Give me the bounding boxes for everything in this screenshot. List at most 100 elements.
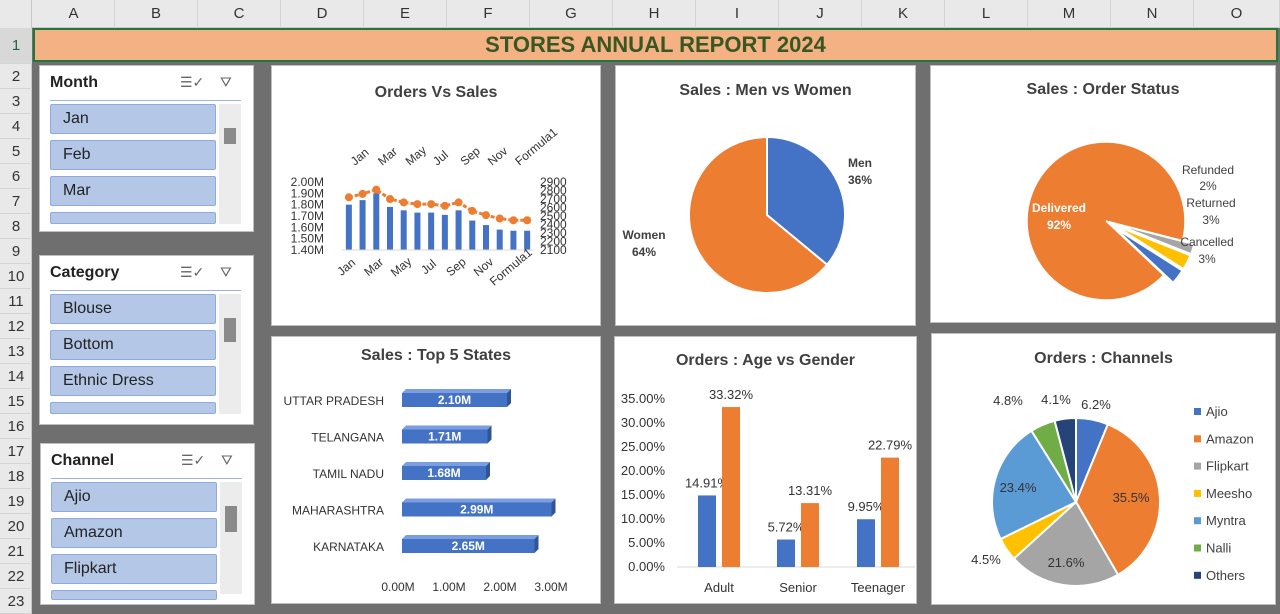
select-all-corner[interactable]: [0, 0, 32, 28]
chart-channels[interactable]: Orders : Channels 6.2% 35.5% 21.6% 4.5% 23.4…: [931, 333, 1276, 605]
slice-value-label: 2%: [1199, 179, 1217, 193]
slicer-channel[interactable]: Channel ☰✓ ⛛ Ajio Amazon Flipkart: [40, 443, 255, 605]
slicer-month[interactable]: Month ☰✓ ⛛ Jan Feb Mar: [39, 65, 254, 232]
column-b[interactable]: B: [115, 0, 198, 28]
row-11[interactable]: 11: [0, 289, 32, 314]
row-15[interactable]: 15: [0, 389, 32, 414]
scrollbar-thumb[interactable]: [224, 128, 236, 144]
pie-slice-others: [1053, 416, 1077, 503]
slicer-item-blouse[interactable]: Blouse: [50, 294, 216, 324]
row-3[interactable]: 3: [0, 89, 32, 114]
y-tick-right: 2800: [540, 184, 567, 198]
slice-name-label: Refunded: [1182, 163, 1234, 177]
row-18[interactable]: 18: [0, 464, 32, 489]
column-k[interactable]: K: [862, 0, 945, 28]
x-tick: Sep: [443, 255, 469, 280]
legend-label: Flipkart: [1206, 459, 1249, 474]
slicer-scrollbar[interactable]: [220, 482, 242, 594]
chart-top5-states[interactable]: Sales : Top 5 States UTTAR PRADESH 2.10M T…: [271, 336, 601, 604]
state-bar: [402, 466, 486, 480]
row-2[interactable]: 2: [0, 64, 32, 89]
row-6[interactable]: 6: [0, 164, 32, 189]
bar-side-face: [487, 425, 492, 444]
y-tick-right: 2200: [540, 235, 567, 249]
column-c[interactable]: C: [198, 0, 281, 28]
legend-label: Nalli: [1206, 541, 1231, 556]
row-22[interactable]: 22: [0, 564, 32, 589]
row-7[interactable]: 7: [0, 189, 32, 214]
slicer-category[interactable]: Category ☰✓ ⛛ Blouse Bottom Ethnic Dress: [39, 255, 254, 425]
row-14[interactable]: 14: [0, 364, 32, 389]
multi-select-icon[interactable]: ☰✓: [181, 452, 206, 468]
clear-filter-icon[interactable]: ⛛: [220, 74, 232, 90]
row-4[interactable]: 4: [0, 114, 32, 139]
column-g[interactable]: G: [530, 0, 613, 28]
slice-value-label: 3%: [1198, 252, 1216, 266]
row-19[interactable]: 19: [0, 489, 32, 514]
slicer-item-amazon[interactable]: Amazon: [51, 518, 217, 548]
pie-slice-men: [766, 135, 846, 267]
row-12[interactable]: 12: [0, 314, 32, 339]
chart-men-vs-women[interactable]: Sales : Men vs Women Men 36% Women 64%: [615, 65, 916, 326]
row-20[interactable]: 20: [0, 514, 32, 539]
row-17[interactable]: 17: [0, 439, 32, 464]
row-16[interactable]: 16: [0, 414, 32, 439]
legend-label: Ajio: [1206, 404, 1228, 419]
x-category-label: Adult: [704, 580, 734, 595]
column-f[interactable]: F: [447, 0, 530, 28]
slicer-item-partial[interactable]: [50, 402, 216, 414]
slicer-item-bottom[interactable]: Bottom: [50, 330, 216, 360]
chart-orders-vs-sales[interactable]: Orders Vs Sales 2.00M 1.90M 1.80M 1.70M 1.60…: [271, 65, 601, 326]
multi-select-icon[interactable]: ☰✓: [180, 264, 205, 280]
slicer-item-ethnic-dress[interactable]: Ethnic Dress: [50, 366, 216, 396]
row-13[interactable]: 13: [0, 339, 32, 364]
y-tick: 0.00%: [628, 559, 665, 574]
slice-value-label: 6.2%: [1081, 397, 1111, 412]
row-5[interactable]: 5: [0, 139, 32, 164]
report-title-banner[interactable]: STORES ANNUAL REPORT 2024: [33, 28, 1278, 62]
column-h[interactable]: H: [613, 0, 696, 28]
column-j[interactable]: J: [779, 0, 862, 28]
bar-value-label: 13.31%: [788, 483, 833, 498]
slicer-item-ajio[interactable]: Ajio: [51, 482, 217, 512]
row-9[interactable]: 9: [0, 239, 32, 264]
chart-age-vs-gender[interactable]: Orders : Age vs Gender 35.00% 30.00% 25.00…: [614, 336, 917, 604]
chart-order-status[interactable]: Sales : Order Status Delivered 92% Refunde…: [930, 65, 1276, 323]
row-1[interactable]: 1: [0, 28, 32, 64]
column-d[interactable]: D: [281, 0, 364, 28]
row-21[interactable]: 21: [0, 539, 32, 564]
column-i[interactable]: I: [696, 0, 779, 28]
sales-bar: [510, 230, 517, 250]
column-n[interactable]: N: [1111, 0, 1194, 28]
scrollbar-thumb[interactable]: [224, 318, 236, 342]
column-e[interactable]: E: [364, 0, 447, 28]
scrollbar-thumb[interactable]: [225, 506, 237, 532]
slicer-item-feb[interactable]: Feb: [50, 140, 216, 170]
slicer-scrollbar[interactable]: [219, 104, 241, 224]
slicer-divider: [50, 100, 241, 101]
slicer-item-jan[interactable]: Jan: [50, 104, 216, 134]
row-23[interactable]: 23: [0, 589, 32, 614]
clear-filter-icon[interactable]: ⛛: [221, 452, 233, 468]
slicer-item-mar[interactable]: Mar: [50, 176, 216, 206]
age-gender-bar: [698, 495, 716, 567]
y-tick-right: 2700: [540, 192, 567, 206]
orders-point: [482, 211, 490, 220]
slicer-item-partial[interactable]: [50, 212, 216, 224]
row-8[interactable]: 8: [0, 214, 32, 239]
y-tick-left: 1.70M: [291, 209, 324, 223]
column-a[interactable]: A: [33, 0, 115, 28]
slicer-scrollbar[interactable]: [219, 294, 241, 414]
row-10[interactable]: 10: [0, 264, 32, 289]
column-m[interactable]: M: [1028, 0, 1111, 28]
y-tick-left: 2.00M: [291, 175, 324, 189]
column-l[interactable]: L: [945, 0, 1028, 28]
column-o[interactable]: O: [1194, 0, 1280, 28]
clear-filter-icon[interactable]: ⛛: [220, 264, 232, 280]
multi-select-icon[interactable]: ☰✓: [180, 74, 205, 90]
slicer-item-flipkart[interactable]: Flipkart: [51, 554, 217, 584]
chart-title: Orders Vs Sales: [374, 84, 498, 101]
age-gender-bar: [777, 539, 795, 567]
slicer-item-partial[interactable]: [51, 590, 217, 600]
